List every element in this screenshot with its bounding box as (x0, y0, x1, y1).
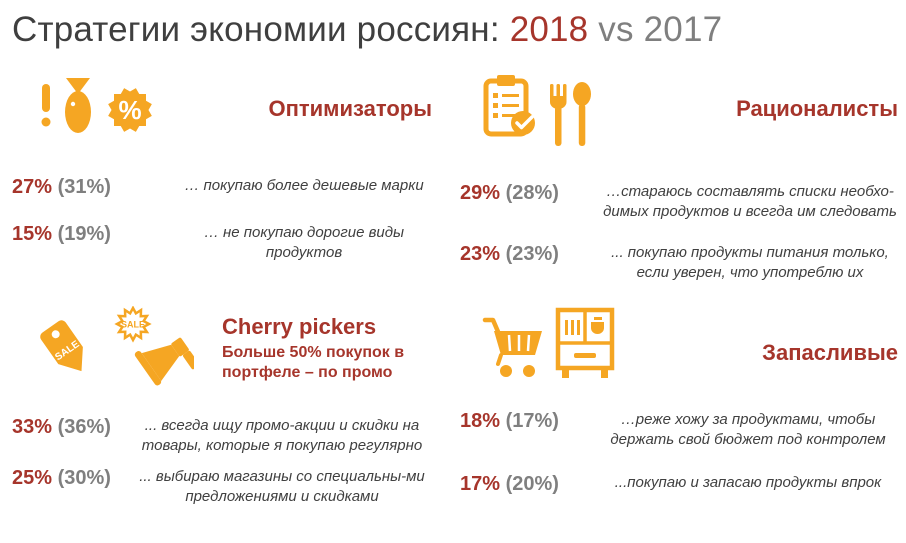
stat-description: …реже хожу за продуктами, чтобы держать … (610, 411, 886, 448)
section-icons (458, 74, 594, 148)
section-title: Запасливые (762, 340, 898, 365)
cupboard-icon (554, 306, 616, 380)
value-2018: 15% (12, 223, 53, 245)
stat-description: ... покупаю продукты питания только, есл… (611, 244, 889, 281)
section-header: Рационалисты (458, 74, 898, 148)
title-year-2017: 2017 (643, 10, 723, 49)
stat-row: 27% (31%) … покупаю более дешевые марки (10, 176, 432, 199)
stat-values: 27% (31%) (10, 176, 130, 199)
section-header: Запасливые (458, 306, 898, 380)
stat-values: 18% (17%) (458, 410, 578, 433)
cutlery-icon (544, 82, 594, 148)
stat-description: … покупаю более дешевые марки (184, 177, 424, 194)
value-2018: 25% (12, 467, 53, 489)
value-2018: 33% (12, 416, 53, 438)
stat-row: 18% (17%) …реже хожу за продуктами, чтоб… (458, 410, 898, 449)
shopping-cart-icon (482, 314, 546, 380)
title-year-2018: 2018 (509, 10, 589, 49)
value-2017: (31%) (57, 176, 111, 198)
title-prefix: Стратегии экономии россиян: (12, 10, 510, 49)
section-icons (458, 306, 616, 380)
value-2017: (23%) (505, 243, 559, 265)
section-icons: SALE SALE (10, 305, 200, 386)
value-2017: (19%) (57, 223, 111, 245)
stat-values: 23% (23%) (458, 243, 578, 266)
value-2017: (17%) (505, 410, 559, 432)
stat-description: ... всегда ищу промо-акции и скидки на т… (141, 417, 423, 454)
title-vs: vs (588, 10, 644, 49)
stat-values: 25% (30%) (10, 467, 130, 490)
value-2018: 27% (12, 176, 53, 198)
stat-row: 29% (28%) …стараюсь составлять списки не… (458, 182, 898, 221)
stat-values: 15% (19%) (10, 223, 130, 246)
stat-description: …стараюсь составлять списки необхо-димых… (603, 183, 897, 220)
svg-text:SALE: SALE (121, 320, 145, 330)
stat-row: 17% (20%) ...покупаю и запасаю продукты … (458, 473, 898, 496)
value-2018: 18% (460, 410, 501, 432)
stat-description: ... выбираю магазины со специальны-ми пр… (139, 468, 425, 505)
value-2018: 29% (460, 182, 501, 204)
value-2017: (28%) (505, 182, 559, 204)
section-subtitle: Больше 50% покупок в портфеле – по промо (222, 344, 405, 382)
section-icons: % (10, 74, 158, 138)
section-title: Cherry pickers (222, 314, 377, 339)
section-optimizers: % Оптимизаторы 27% (31%) … покупаю более… (10, 74, 432, 262)
section-title: Рационалисты (736, 96, 898, 121)
fish-alert-icon (34, 74, 94, 136)
stat-row: 23% (23%) ... покупаю продукты питания т… (458, 243, 898, 282)
section-header: % Оптимизаторы (10, 74, 432, 138)
page-title: Стратегии экономии россиян: 2018 vs 2017 (12, 10, 722, 50)
svg-text:%: % (118, 95, 141, 125)
section-header: SALE SALE (10, 305, 432, 386)
sale-tag-icon: SALE (34, 314, 98, 384)
section-title: Оптимизаторы (268, 96, 432, 121)
stat-values: 33% (36%) (10, 416, 130, 439)
value-2018: 23% (460, 243, 501, 265)
value-2017: (36%) (57, 416, 111, 438)
checklist-icon (482, 74, 536, 138)
stat-description: ...покупаю и запасаю продукты впрок (614, 474, 882, 491)
section-cherry-pickers: SALE SALE (10, 305, 432, 506)
section-rationalists: Рационалисты 29% (28%) …стараюсь составл… (458, 74, 898, 282)
megaphone-sale-icon: SALE (106, 305, 200, 386)
percent-badge-icon: % (102, 82, 158, 138)
stat-row: 33% (36%) ... всегда ищу промо-акции и с… (10, 416, 432, 455)
value-2018: 17% (460, 473, 501, 495)
value-2017: (30%) (57, 467, 111, 489)
stat-row: 15% (19%) … не покупаю дорогие виды прод… (10, 223, 432, 262)
stat-values: 17% (20%) (458, 473, 578, 496)
stat-description: … не покупаю дорогие виды продуктов (203, 224, 405, 261)
stat-row: 25% (30%) ... выбираю магазины со специа… (10, 467, 432, 506)
stat-values: 29% (28%) (458, 182, 578, 205)
section-stockpilers: Запасливые 18% (17%) …реже хожу за проду… (458, 306, 898, 496)
value-2017: (20%) (505, 473, 559, 495)
